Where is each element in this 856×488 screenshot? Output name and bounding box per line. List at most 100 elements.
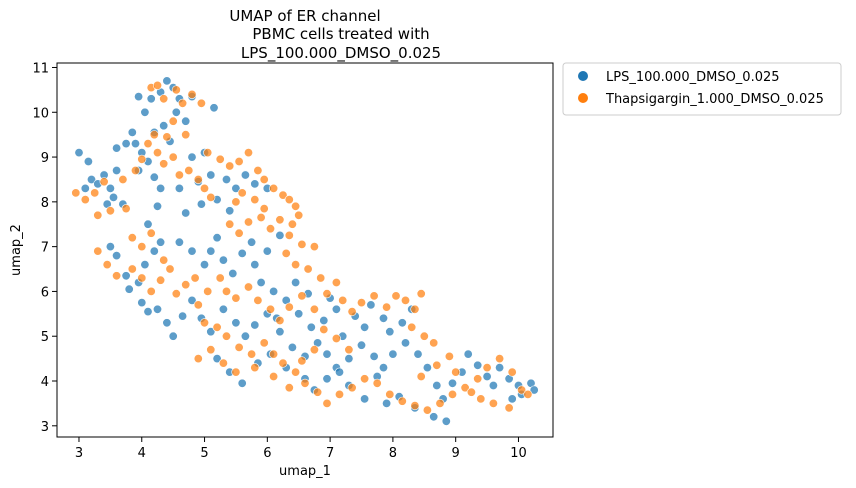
scatter-point-s0-133 [382, 398, 392, 408]
x-tick-label-1: 4 [138, 446, 146, 461]
scatter-point-s1-67 [165, 264, 175, 274]
scatter-point-s0-98 [322, 349, 332, 359]
scatter-point-s1-63 [127, 264, 137, 274]
scatter-point-s0-13 [127, 127, 137, 137]
scatter-point-s0-51 [112, 251, 122, 261]
x-tick-label-2: 5 [200, 446, 208, 461]
scatter-point-s1-89 [347, 307, 357, 317]
scatter-point-s1-84 [297, 291, 307, 301]
scatter-point-s0-113 [378, 363, 388, 373]
scatter-point-s0-109 [334, 367, 344, 377]
legend-label-thapsigargin: Thapsigargin_1.000_DMSO_0.025 [605, 92, 824, 107]
scatter-point-s1-51 [234, 228, 244, 238]
scatter-point-s0-68 [262, 246, 272, 256]
scatter-point-s1-5 [105, 206, 115, 216]
scatter-point-s0-100 [212, 354, 222, 364]
scatter-point-s1-12 [153, 148, 163, 158]
scatter-point-s1-77 [222, 286, 232, 296]
scatter-point-s1-1 [80, 195, 90, 205]
scatter-point-s1-117 [385, 389, 395, 399]
y-tick-label-2: 5 [41, 330, 49, 345]
scatter-point-s1-47 [291, 260, 301, 270]
scatter-point-s0-49 [143, 219, 153, 229]
scatter-point-s1-64 [137, 273, 147, 283]
scatter-point-s1-57 [265, 224, 275, 234]
scatter-point-s1-70 [127, 233, 137, 243]
scatter-point-s0-90 [231, 318, 241, 328]
scatter-point-s1-146 [284, 383, 294, 393]
scatter-point-s1-53 [250, 195, 260, 205]
scatter-point-s0-67 [250, 260, 260, 270]
scatter-point-s0-108 [322, 374, 332, 384]
scatter-point-s1-44 [297, 239, 307, 249]
scatter-point-s0-0 [74, 148, 84, 158]
scatter-point-s0-76 [331, 304, 341, 314]
scatter-point-s1-107 [269, 349, 279, 359]
scatter-point-s1-102 [212, 322, 222, 332]
scatter-point-s1-11 [149, 130, 159, 140]
scatter-point-s0-65 [237, 248, 247, 258]
x-tick-label-7: 10 [510, 446, 527, 461]
scatter-point-s1-6 [121, 204, 131, 214]
scatter-point-s0-91 [240, 331, 250, 341]
scatter-point-s1-19 [206, 192, 216, 202]
scatter-point-s1-71 [137, 242, 147, 252]
scatter-point-s1-118 [397, 396, 407, 406]
scatter-point-s0-120 [447, 378, 457, 388]
scatter-point-s1-109 [291, 367, 301, 377]
scatter-point-s0-48 [153, 201, 163, 211]
legend: LPS_100.000_DMSO_0.025 Thapsigargin_1.00… [562, 62, 842, 116]
scatter-point-s1-114 [347, 383, 357, 393]
scatter-point-s0-17 [149, 172, 159, 182]
scatter-point-s1-126 [495, 354, 505, 364]
scatter-point-s1-124 [473, 374, 483, 384]
scatter-point-s1-55 [231, 197, 241, 207]
scatter-point-s1-121 [435, 398, 445, 408]
scatter-point-s0-27 [171, 107, 181, 117]
scatter-point-s0-21 [140, 107, 150, 117]
legend-marker-thapsigargin [578, 93, 588, 103]
scatter-point-s1-110 [300, 378, 310, 388]
scatter-point-s1-78 [231, 293, 241, 303]
scatter-point-s0-11 [112, 143, 122, 153]
scatter-point-s1-92 [382, 302, 392, 312]
scatter-point-s1-62 [112, 271, 122, 281]
scatter-point-s0-36 [206, 170, 216, 180]
scatter-point-s0-61 [206, 246, 216, 256]
scatter-point-s1-43 [284, 230, 294, 240]
scatter-point-s1-16 [184, 166, 194, 176]
scatter-point-s1-93 [391, 291, 401, 301]
scatter-point-s1-135 [432, 360, 442, 370]
scatter-point-s0-38 [174, 183, 184, 193]
scatter-point-s0-117 [422, 363, 432, 373]
chart-title-line-2: PBMC cells treated with [252, 25, 429, 43]
scatter-point-s0-74 [306, 322, 316, 332]
scatter-point-s1-72 [146, 228, 156, 238]
scatter-point-s1-31 [215, 154, 225, 164]
scatter-point-s1-122 [447, 389, 457, 399]
scatter-point-s1-115 [360, 374, 370, 384]
scatter-point-s0-95 [287, 342, 297, 352]
scatter-point-s1-59 [259, 204, 269, 214]
scatter-point-s1-68 [171, 289, 181, 299]
scatter-point-s1-101 [200, 318, 210, 328]
scatter-point-s0-55 [140, 260, 150, 270]
scatter-point-s1-104 [234, 342, 244, 352]
scatter-point-s0-111 [356, 340, 366, 350]
scatter-point-s1-112 [322, 398, 332, 408]
y-tick-label-8: 11 [32, 61, 49, 76]
scatter-point-s1-144 [250, 363, 260, 373]
scatter-point-s1-65 [146, 286, 156, 296]
scatter-point-s0-147 [291, 277, 301, 287]
scatter-point-s1-86 [322, 289, 332, 299]
scatter-point-s0-112 [369, 351, 379, 361]
scatter-point-s1-96 [416, 289, 426, 299]
scatter-point-s0-86 [187, 295, 197, 305]
scatter-point-s0-52 [121, 271, 131, 281]
scatter-point-s1-105 [247, 349, 257, 359]
scatter-point-s1-14 [168, 152, 178, 162]
scatter-point-s0-39 [222, 175, 232, 185]
scatter-point-s0-79 [360, 322, 370, 332]
scatter-point-s0-114 [388, 349, 398, 359]
scatter-point-s0-22 [146, 94, 156, 104]
